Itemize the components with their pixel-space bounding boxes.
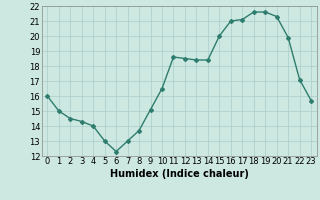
X-axis label: Humidex (Indice chaleur): Humidex (Indice chaleur) — [110, 169, 249, 179]
